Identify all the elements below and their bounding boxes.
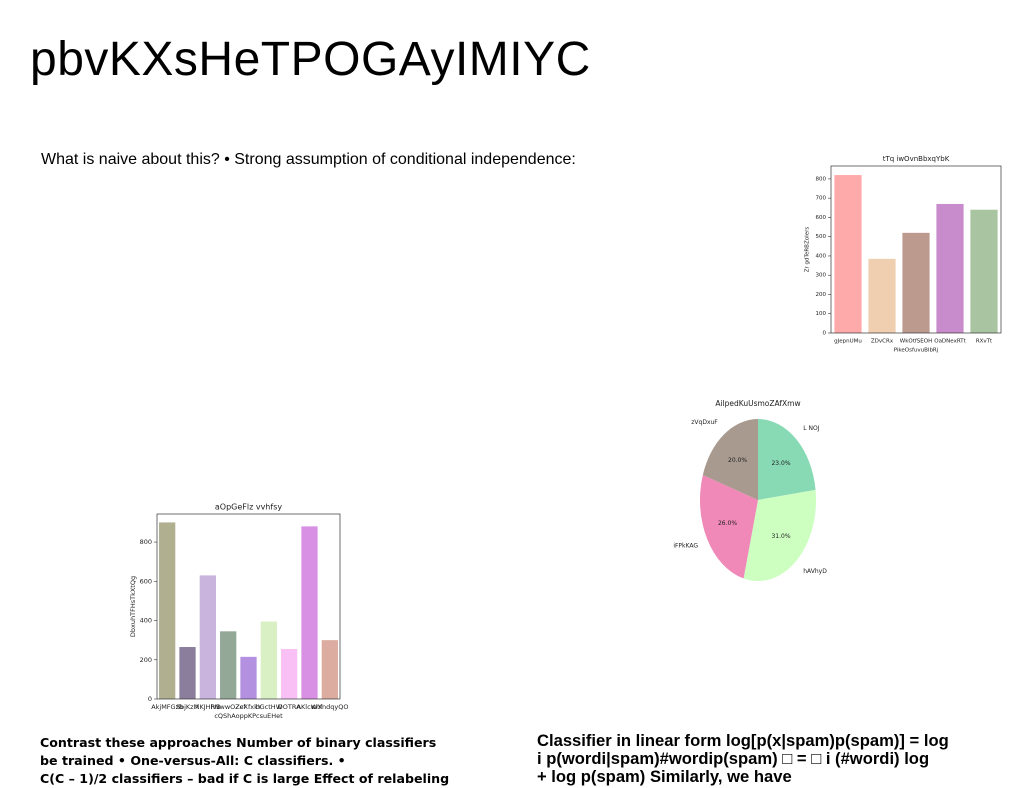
right-text: i p(wordi|spam)#wordip(spam) □ = □ i (#w… <box>537 749 930 768</box>
y-tick-label: 0 <box>823 331 827 337</box>
x-axis-label: PikeOsfuvuBlbRj <box>894 348 939 354</box>
bar <box>179 647 196 699</box>
right-text: Classifier in linear form log[p(x|spam)p… <box>537 731 949 750</box>
y-tick-label: 200 <box>140 656 152 664</box>
slide-title: pbvKXsHeTPOGAyIMIYC <box>30 33 591 86</box>
y-tick-label: 500 <box>816 234 827 240</box>
bar <box>301 526 318 699</box>
bar <box>970 209 998 333</box>
x-tick-label: WkOtfSEOH <box>900 339 932 345</box>
bar <box>902 232 930 333</box>
y-tick-label: 700 <box>816 196 827 202</box>
chart-title: aOpGeFlz vvhfsy <box>215 503 282 512</box>
y-tick-label: 100 <box>816 311 827 317</box>
bar <box>159 522 176 699</box>
bar <box>260 621 277 699</box>
pie-slice <box>700 474 758 579</box>
bar <box>321 640 338 699</box>
bar <box>868 258 896 333</box>
y-axis-label: DbxuhTFHsTkXtQg <box>129 576 137 637</box>
y-tick-label: 400 <box>140 617 152 625</box>
y-tick-label: 300 <box>816 273 827 279</box>
left-text: Contrast these approaches Number of bina… <box>40 735 437 750</box>
y-tick-label: 600 <box>140 577 152 585</box>
slice-value-label: 26.0% <box>718 520 737 527</box>
x-tick-label: SbjKzM <box>176 703 199 711</box>
x-tick-label: DOTRA <box>278 703 301 711</box>
x-tick-label: ZeXfxkY <box>235 703 262 711</box>
x-tick-label: PNwwOZcf <box>211 703 247 711</box>
y-tick-label: 0 <box>148 695 152 703</box>
x-tick-label: RXvTt <box>976 339 993 345</box>
bar <box>220 631 237 699</box>
y-tick-label: 400 <box>816 253 827 259</box>
x-tick-label: bGctHW <box>256 703 283 711</box>
y-axis-label: Zr gdTeRBZoIers <box>805 227 811 273</box>
slice-value-label: 31.0% <box>771 533 790 540</box>
bar <box>199 575 216 699</box>
slice-label: hAVhyD <box>803 568 827 575</box>
x-tick-label: ZDvCRx <box>871 339 894 345</box>
pie-slice <box>743 489 817 582</box>
plot-frame <box>830 165 1002 334</box>
right-text: + log p(spam) Similarly, we have <box>537 767 792 786</box>
slice-value-label: 20.0% <box>728 457 747 464</box>
chart-title: tTq iwOvnBbxqYbK <box>883 155 950 163</box>
slice-label: iFPkKAG <box>673 543 698 550</box>
plot-frame <box>156 513 341 700</box>
bar <box>281 648 298 699</box>
chart-title: AilpedKuUsmoZAfXmw <box>715 399 800 408</box>
x-tick-label: OaDNexRTt <box>934 339 966 345</box>
left-text: be trained • One-versus-All: C classifie… <box>40 753 346 768</box>
slice-label: zVqDxuF <box>691 419 718 426</box>
y-tick-label: 600 <box>816 215 827 221</box>
y-tick-label: 800 <box>816 176 827 182</box>
x-tick-label: WXndqyQO <box>311 703 348 711</box>
y-tick-label: 800 <box>140 538 152 546</box>
bar <box>936 203 964 333</box>
pie-slice <box>702 419 758 500</box>
slice-value-label: 23.0% <box>771 460 790 467</box>
pie-slice <box>758 419 816 500</box>
x-tick-label: XKJHlvB <box>195 703 221 711</box>
slice-label: L NOJ <box>803 425 819 432</box>
x-tick-label: gJepnUMu <box>834 339 862 345</box>
x-tick-label: AkjMFGzb <box>151 703 183 711</box>
y-tick-label: 200 <box>816 292 827 298</box>
bar <box>834 175 862 333</box>
x-tick-label: AKlcwhf <box>297 703 324 711</box>
intro-text: What is naive about this? • Strong assum… <box>41 151 576 168</box>
left-text: C(C – 1)/2 classifiers – bad if C is lar… <box>40 771 450 786</box>
x-axis-label: cQShAoppKPcsuEHet <box>214 712 283 720</box>
bar <box>240 656 257 699</box>
